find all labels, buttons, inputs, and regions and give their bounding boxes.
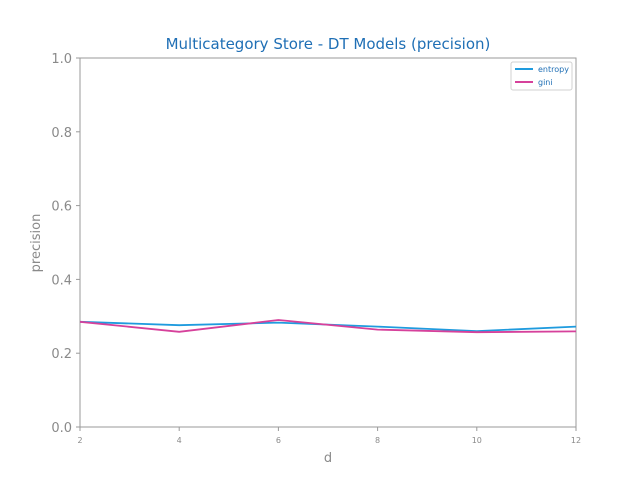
x-axis: 2 4 6 8 10 12	[77, 427, 581, 445]
y-tick-label: 0.4	[51, 273, 72, 288]
x-tick-label: 10	[472, 436, 482, 445]
series-lines	[79, 319, 577, 334]
x-tick-label: 2	[77, 436, 82, 445]
x-axis-label: d	[324, 451, 332, 466]
y-tick-label: 0.8	[51, 126, 72, 141]
y-axis-label: precision	[29, 214, 44, 273]
y-tick-label: 1.0	[51, 52, 72, 67]
plot-area	[79, 57, 577, 428]
y-tick-label: 0.6	[51, 200, 72, 215]
x-tick-label: 12	[571, 436, 581, 445]
legend-label-entropy: entropy	[538, 65, 569, 74]
x-tick-label: 6	[276, 436, 281, 445]
x-tick-label: 8	[375, 436, 380, 445]
y-axis: 0.0 0.2 0.4 0.6 0.8 1.0	[51, 52, 80, 436]
legend-label-gini: gini	[538, 78, 553, 87]
y-tick-label: 0.2	[51, 347, 72, 362]
legend: entropy gini	[510, 61, 573, 91]
y-tick-label: 0.0	[51, 421, 72, 436]
series-line-gini	[79, 319, 577, 334]
chart-title: Multicategory Store - DT Models (precisi…	[166, 35, 491, 53]
x-tick-label: 4	[177, 436, 182, 445]
